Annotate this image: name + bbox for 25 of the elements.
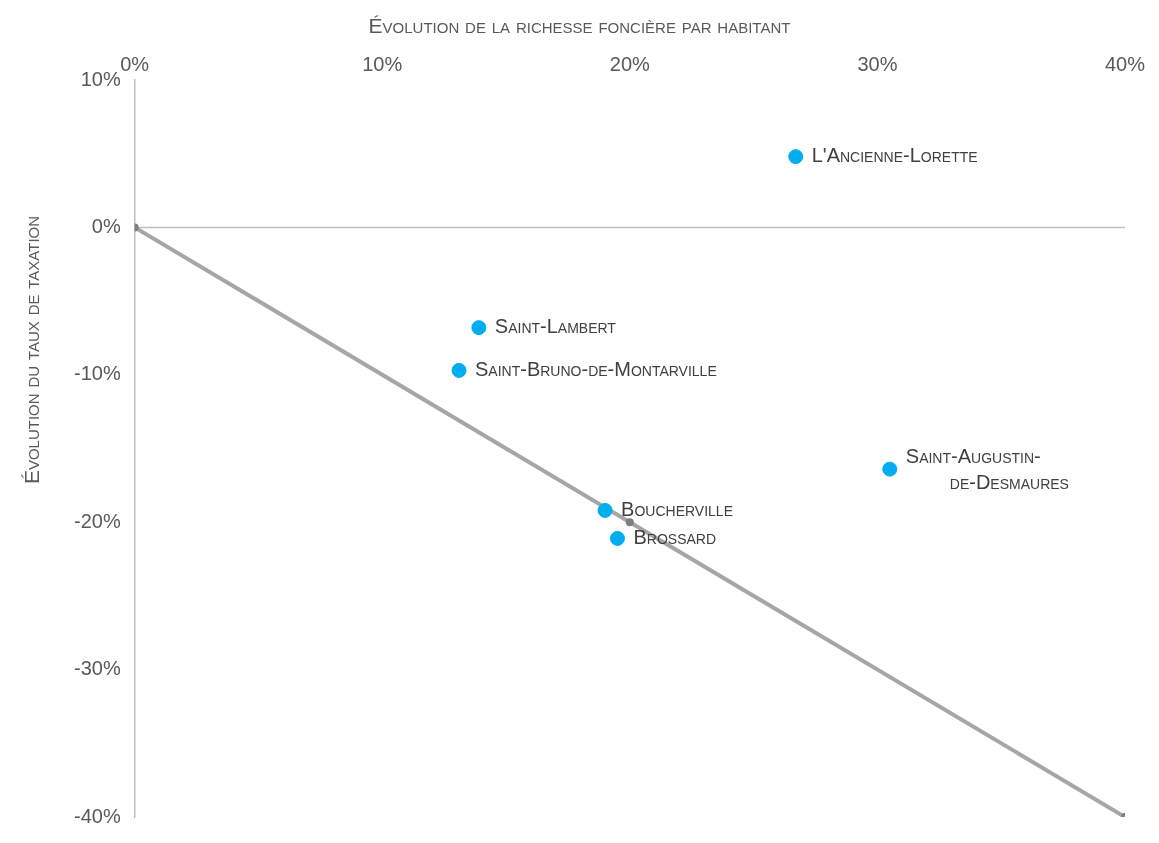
series-label: Saint-Augustin-de-Desmaures <box>905 444 1069 493</box>
series-label: L'Ancienne-Lorette <box>811 144 978 167</box>
y-tick-label: -10% <box>73 362 121 385</box>
series-label: Saint-Bruno-de-Montarville <box>475 357 717 380</box>
point <box>451 362 467 378</box>
y-tick-label: -30% <box>73 657 121 680</box>
point <box>882 461 898 477</box>
point <box>788 149 804 165</box>
series-label: Saint-Lambert <box>494 315 617 338</box>
point <box>471 320 487 336</box>
series-label: Boucherville <box>621 497 733 520</box>
x-axis-title: Évolution de la richesse foncière par habitant <box>367 14 792 38</box>
y-tick-label: 10% <box>80 67 121 90</box>
x-tick-label: 40% <box>1104 52 1146 75</box>
y-tick-label: -40% <box>73 804 121 827</box>
x-tick-label: 0% <box>120 52 150 75</box>
y-axis-title: Évolution du taux de taxation <box>20 215 44 485</box>
x-tick-label: 10% <box>362 52 403 75</box>
x-tick-label: 30% <box>857 52 898 75</box>
y-tick-label: -20% <box>73 509 121 532</box>
point <box>597 502 613 518</box>
point <box>609 530 625 546</box>
series-label: Brossard <box>633 525 717 548</box>
y-tick-label: 0% <box>91 214 121 237</box>
x-tick-label: 20% <box>609 52 651 75</box>
